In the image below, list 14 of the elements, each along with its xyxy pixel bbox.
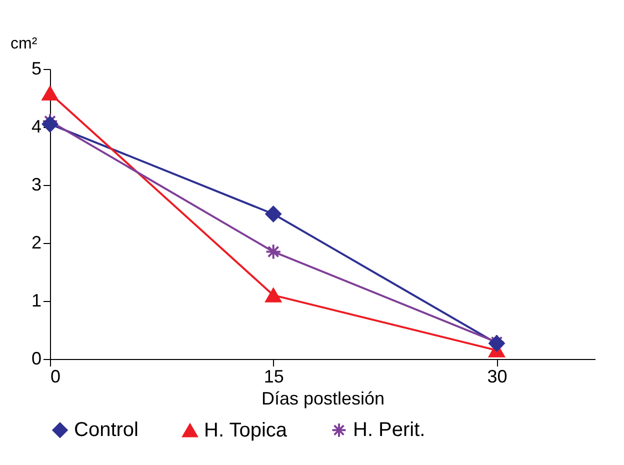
y-tick-label: 4 (31, 116, 42, 136)
y-tick-label: 1 (31, 290, 42, 310)
y-tick-label: 2 (31, 232, 42, 252)
legend-label: H. Perit. (353, 419, 426, 442)
x-tick-label: 30 (487, 366, 508, 386)
x-axis-title: Días postlesión (261, 388, 385, 408)
y-tick-label: 3 (31, 174, 42, 194)
legend-label: Control (74, 419, 138, 442)
x-tick-label: 0 (50, 366, 61, 386)
y-axis-title: cm² (10, 36, 38, 52)
legend-label: H. Topica (204, 420, 288, 442)
x-tick-label: 15 (264, 366, 284, 386)
y-tick-label: 5 (31, 58, 42, 78)
y-tick-label: 0 (31, 348, 42, 368)
